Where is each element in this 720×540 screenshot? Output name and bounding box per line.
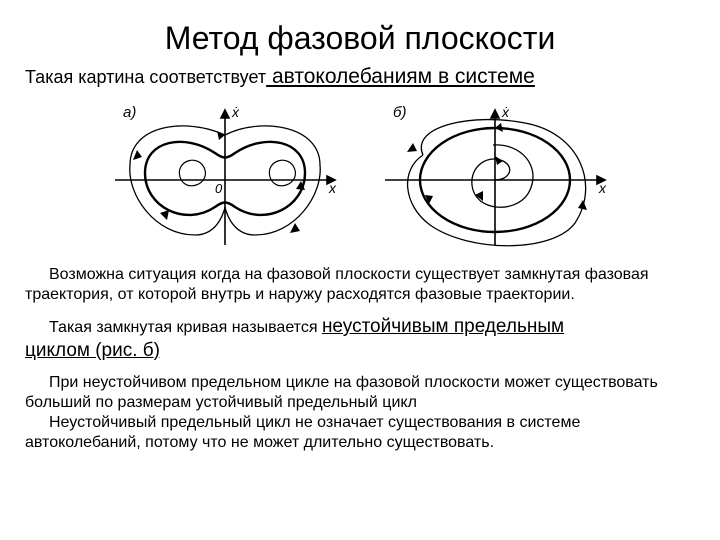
axis-x-label: x bbox=[598, 180, 607, 196]
paragraph-1: Возможна ситуация когда на фазовой плоск… bbox=[25, 265, 695, 305]
subtitle: Такая картина соответствует автоколебани… bbox=[25, 65, 695, 89]
axis-y-label: ẋ bbox=[231, 104, 240, 120]
para2-emph2: циклом (рис. б) bbox=[25, 340, 160, 361]
para2-prefix: Такая замкнутая кривая называется bbox=[49, 319, 322, 336]
para3a: При неустойчивом предельном цикле на фаз… bbox=[25, 373, 695, 413]
diagrams-row: а) ẋ x 0 б) ẋ x bbox=[25, 95, 695, 255]
paragraph-3: При неустойчивом предельном цикле на фаз… bbox=[25, 373, 695, 453]
para3b: Неустойчивый предельный цикл не означает… bbox=[25, 413, 695, 453]
subtitle-emphasis: автоколебаниям в системе bbox=[266, 65, 535, 88]
axis-x-label: x bbox=[328, 180, 337, 196]
paragraph-2: Такая замкнутая кривая называется неусто… bbox=[25, 315, 695, 363]
origin-label: 0 bbox=[215, 181, 223, 196]
page-title: Метод фазовой плоскости bbox=[25, 20, 695, 57]
diagram-b: б) ẋ x bbox=[375, 95, 615, 255]
diagram-b-label: б) bbox=[393, 104, 406, 121]
para2-emph1: неустойчивым предельным bbox=[322, 316, 564, 337]
paragraph-1-text: Возможна ситуация когда на фазовой плоск… bbox=[25, 265, 695, 305]
subtitle-prefix: Такая картина соответствует bbox=[25, 67, 266, 87]
diagram-a: а) ẋ x 0 bbox=[105, 95, 345, 255]
diagram-a-label: а) bbox=[123, 104, 136, 121]
axis-y-label: ẋ bbox=[501, 104, 510, 120]
